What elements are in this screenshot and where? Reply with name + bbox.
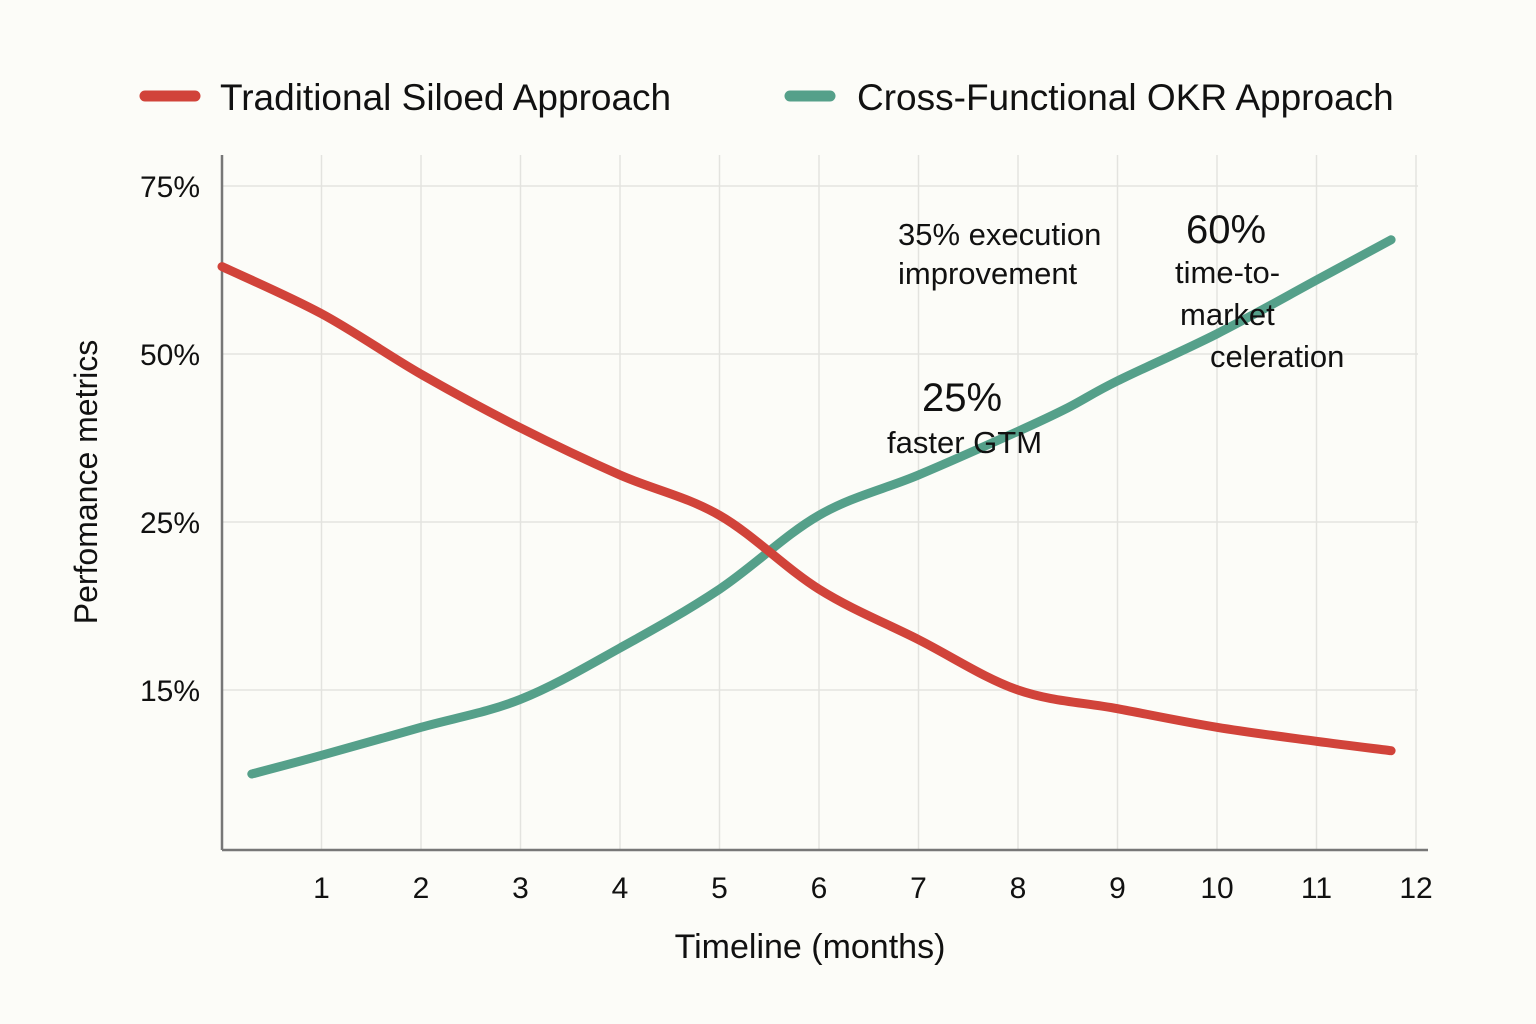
x-tick-label: 9 <box>1109 872 1126 905</box>
x-tick-label: 7 <box>910 872 927 905</box>
annotation-60-line-2: market <box>1180 297 1275 332</box>
y-tick-label: 15% <box>140 675 200 708</box>
annotation-25-faster-gtm: 25% faster GTM <box>887 376 1042 460</box>
x-tick-label: 3 <box>512 872 529 905</box>
x-tick-label: 10 <box>1200 872 1233 905</box>
annotation-60-time-to-market: 60% time-to- market celeration <box>1175 208 1344 374</box>
legend-label-cross-functional: Cross-Functional OKR Approach <box>857 77 1394 118</box>
legend-item-cross-functional: Cross-Functional OKR Approach <box>784 77 1394 118</box>
series-line-traditional <box>217 262 1396 756</box>
legend-item-traditional: Traditional Siloed Approach <box>139 77 671 118</box>
x-tick-labels: 1 2 3 4 5 6 7 8 9 10 11 12 <box>313 872 1433 905</box>
annotation-25-headline: 25% <box>922 376 1002 420</box>
annotation-60-headline: 60% <box>1186 208 1266 252</box>
x-tick-label: 11 <box>1301 872 1332 905</box>
x-tick-label: 4 <box>612 872 629 905</box>
y-tick-label: 75% <box>140 171 200 204</box>
annotation-25-line-1: faster GTM <box>887 425 1042 460</box>
x-tick-label: 5 <box>711 872 728 905</box>
legend: Traditional Siloed Approach Cross-Functi… <box>139 77 1394 118</box>
annotation-60-line-3: celeration <box>1210 339 1344 374</box>
x-tick-label: 12 <box>1399 872 1432 905</box>
x-tick-label: 8 <box>1010 872 1027 905</box>
x-tick-label: 1 <box>313 872 330 905</box>
grid <box>222 155 1418 850</box>
annotation-35-execution: 35% execution improvement <box>898 217 1101 291</box>
x-tick-label: 2 <box>413 872 430 905</box>
y-tick-labels: 15% 25% 50% 75% <box>140 171 200 708</box>
y-axis-label: Perfomance metrics <box>68 340 104 625</box>
x-tick-label: 6 <box>811 872 828 905</box>
series-line-cross-functional <box>247 235 1396 779</box>
y-tick-label: 50% <box>140 339 200 372</box>
series-layer <box>217 235 1396 779</box>
legend-label-traditional: Traditional Siloed Approach <box>220 77 671 118</box>
annotation-60-line-1: time-to- <box>1175 255 1280 290</box>
annotation-35-line-2: improvement <box>898 256 1078 291</box>
x-axis-label: Timeline (months) <box>675 928 946 966</box>
annotation-35-line-1: 35% execution <box>898 217 1101 252</box>
y-tick-label: 25% <box>140 507 200 540</box>
